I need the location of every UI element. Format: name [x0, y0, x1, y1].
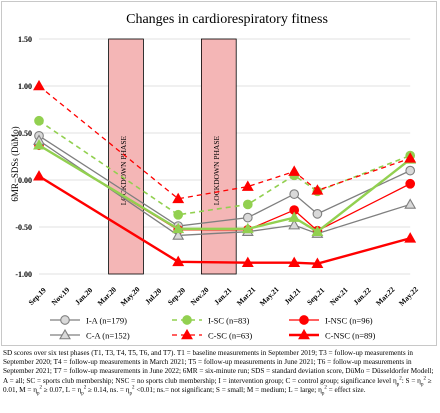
- caption-sub: p: [396, 382, 400, 388]
- series-line: [38, 144, 411, 234]
- data-point: [404, 232, 417, 243]
- data-point: [288, 219, 301, 230]
- data-point: [288, 211, 301, 222]
- legend-label: C-SC (n=63): [208, 331, 252, 341]
- plot-area: 1.50 1.00 0.50 0.00 -0.50 -1.00 LOCKDOWN PHASE…: [15, 35, 420, 308]
- chart-svg: Changes in cardiorespiratory fitness 6MR…: [10, 12, 420, 341]
- x-tick-label: Jan.22: [351, 285, 372, 306]
- y-tick-label: 0.00: [18, 176, 32, 185]
- caption-sub: p: [81, 391, 84, 397]
- series-line: [38, 85, 411, 200]
- data-point: [311, 225, 324, 236]
- caption-sup: 2: [324, 385, 327, 391]
- data-point: [311, 184, 324, 195]
- x-tick-label: Mar.22: [374, 285, 397, 308]
- caption-sub: p: [321, 391, 325, 397]
- x-tick-label: Jul.20: [143, 286, 163, 306]
- data-point: [405, 178, 416, 189]
- y-axis-label: 6MR−SDSs (DüMo): [10, 126, 20, 201]
- caption-sup: 2: [132, 385, 135, 391]
- legend-label: C-A (n=152): [86, 331, 130, 341]
- chart-title: Changes in cardiorespiratory fitness: [126, 12, 328, 27]
- legend-marker: [298, 328, 310, 340]
- legend-marker: [59, 328, 71, 340]
- caption-sup: 2: [423, 376, 426, 382]
- data-point: [172, 255, 185, 267]
- caption-text: = effect size.: [326, 385, 366, 394]
- x-tick-label: Jan.20: [73, 285, 94, 306]
- x-tick-label: Nov.19: [50, 285, 72, 307]
- x-tick-label: May.21: [258, 285, 281, 308]
- x-tick-label: Sep.20: [166, 285, 187, 306]
- legend-label: I-SC (n=83): [208, 316, 250, 326]
- data-point: [33, 139, 45, 150]
- data-point: [312, 208, 323, 219]
- y-tick-label: -1.00: [15, 270, 32, 279]
- x-tick-label: Nov.21: [328, 285, 350, 307]
- data-point: [33, 79, 45, 91]
- legend-label: I-NSC (n=96): [325, 316, 373, 326]
- legend-label: I-A (n=179): [86, 316, 127, 326]
- y-tick-label: 1.50: [18, 35, 32, 44]
- caption-text: : S = η: [401, 376, 421, 385]
- x-tick-label: Mar.21: [235, 285, 258, 308]
- data-point: [241, 256, 254, 268]
- caption-text: ≥ 0.01, M = η: [3, 376, 432, 394]
- chart-frame: Changes in cardiorespiratory fitness 6MR…: [1, 1, 437, 346]
- series-line: [38, 139, 411, 237]
- data-point: [289, 189, 300, 199]
- caption-sub: p: [420, 382, 424, 388]
- y-tick-label: 0.50: [18, 129, 32, 138]
- data-point: [288, 165, 301, 176]
- data-point: [242, 199, 253, 210]
- x-tick-label: Sep.19: [27, 285, 48, 306]
- legend-marker: [60, 315, 70, 325]
- data-point: [173, 209, 184, 220]
- x-tick-label: May.22: [397, 285, 420, 308]
- x-tick-label: Nov.20: [189, 285, 211, 307]
- data-point: [405, 165, 416, 176]
- caption-sup: 2: [399, 376, 402, 382]
- legend: I-A (n=179) I-SC (n=83) I-NSC (n=96) C-A (n…: [50, 315, 376, 341]
- lockdown-phase-label: LOCKDOWN PHASE: [212, 135, 221, 205]
- data-point: [242, 212, 253, 223]
- x-tick-label: Jan.21: [212, 285, 233, 306]
- data-point: [241, 180, 254, 191]
- figure-caption: SD scores over six test phases (T1, T3, …: [3, 349, 437, 397]
- caption-sup: 2: [39, 385, 42, 391]
- legend-label: C-NSC (n=89): [325, 331, 376, 341]
- series-line: [38, 135, 411, 227]
- series-line: [38, 175, 411, 265]
- lockdown-phase-label: LOCKDOWN PHASE: [119, 135, 128, 205]
- x-tick-label: May.20: [119, 285, 142, 308]
- data-point: [404, 152, 417, 163]
- x-tick-label: Mar.20: [96, 285, 119, 308]
- data-point: [311, 257, 324, 268]
- caption-sub: p: [129, 391, 133, 397]
- caption-text: SD scores over six test phases (T1, T3, …: [3, 349, 434, 385]
- data-point: [34, 115, 44, 126]
- data-point: [33, 170, 45, 181]
- caption-sup: 2: [83, 385, 87, 391]
- lockdown-phase-band: [200, 38, 237, 275]
- data-point: [404, 198, 417, 209]
- caption-text: <0.01; ns.= not significant; S = small; …: [134, 385, 322, 394]
- data-point: [172, 222, 185, 234]
- x-tick-label: Jul.21: [282, 286, 302, 306]
- x-tick-label: Sep.21: [305, 285, 326, 306]
- y-tick-label: 1.00: [18, 82, 32, 91]
- y-tick-label: -0.50: [15, 223, 32, 232]
- data-point: [172, 192, 185, 204]
- legend-marker: [181, 328, 193, 340]
- caption-text: ≥ 0.14, ns. = η: [86, 385, 130, 394]
- data-point: [241, 222, 254, 234]
- data-point: [172, 229, 185, 240]
- data-point: [288, 256, 301, 268]
- legend-marker: [299, 315, 309, 325]
- caption-text: ≥ 0.07, L = η: [41, 385, 82, 394]
- legend-marker: [182, 315, 192, 325]
- caption-sub: p: [36, 391, 40, 397]
